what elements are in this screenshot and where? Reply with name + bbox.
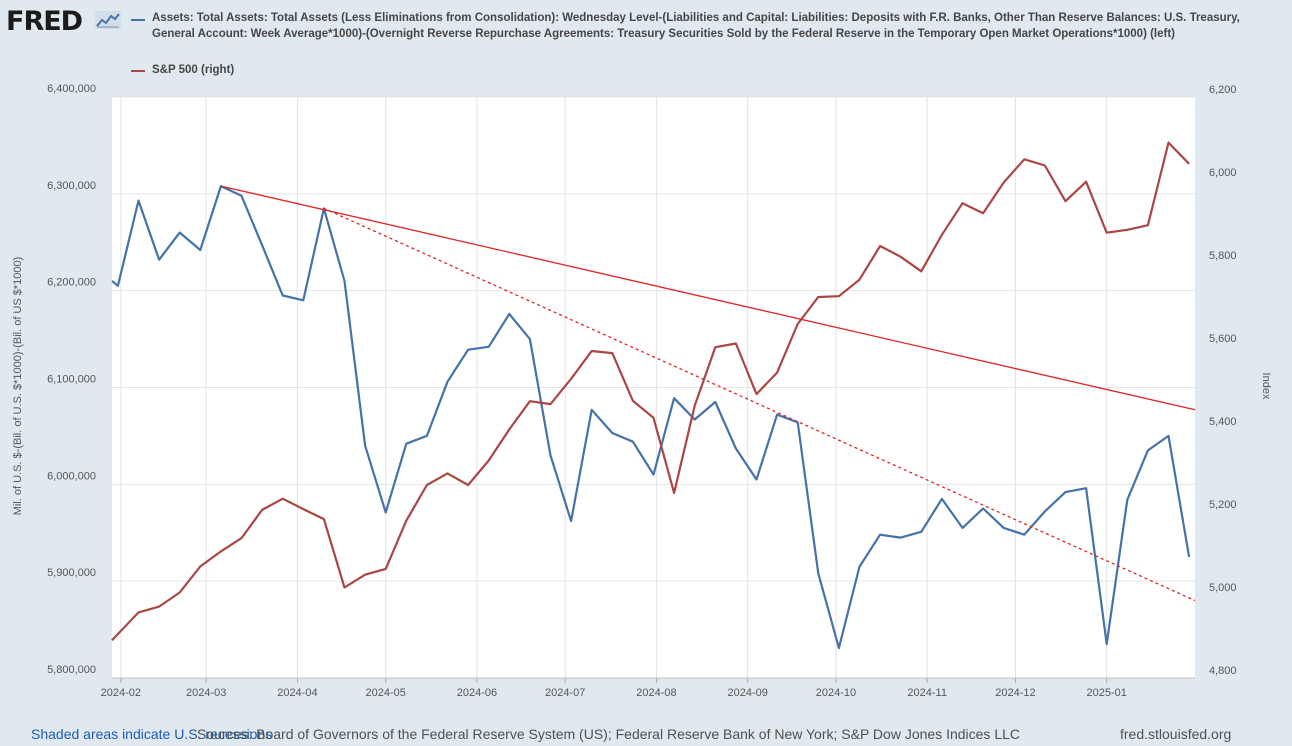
right-tick-label: 6,200 — [1209, 84, 1237, 96]
gridlines — [112, 96, 1195, 679]
x-tick-label: 2025-01 — [1087, 687, 1127, 699]
right-tick-label: 6,000 — [1209, 167, 1237, 179]
series-layer — [111, 141, 1191, 650]
assets-series-line — [111, 185, 1191, 650]
x-axis-ticks: 2024-02 2024-03 2024-04 2024-05 2024-06 2024-… — [101, 677, 1195, 699]
x-tick-label: 2024-09 — [727, 687, 767, 699]
right-axis-ticks: 4,800 5,000 5,200 5,400 5,600 5,800 6,000 6,200 — [1209, 84, 1237, 677]
left-tick-label: 5,800,000 — [47, 664, 96, 676]
x-tick-label: 2024-05 — [366, 687, 406, 699]
x-tick-label: 2024-11 — [907, 687, 947, 699]
right-tick-label: 5,200 — [1209, 499, 1237, 511]
legend-swatch-sp500 — [131, 70, 145, 72]
legend-swatch-assets — [131, 19, 145, 21]
left-tick-label: 5,900,000 — [47, 567, 96, 579]
right-axis-label: Index — [1260, 373, 1272, 400]
left-axis-label: Mil. of U.S. $-(Bil. of U.S. $*1000)-(Bi… — [12, 257, 24, 516]
left-tick-label: 6,300,000 — [47, 180, 96, 192]
chart-header: FRED Assets: Total Assets: Total Assets … — [0, 0, 1292, 86]
fred-logo[interactable]: FRED — [6, 6, 83, 37]
right-tick-label: 5,800 — [1209, 250, 1237, 262]
fred-site-link[interactable]: fred.stlouisfed.org — [1120, 726, 1232, 742]
x-tick-label: 2024-07 — [545, 687, 585, 699]
left-tick-label: 6,200,000 — [47, 277, 96, 289]
solid-trendline — [220, 185, 1196, 411]
right-tick-label: 4,800 — [1209, 665, 1237, 677]
trendlines — [220, 185, 1196, 602]
left-tick-label: 6,400,000 — [47, 83, 96, 95]
x-tick-label: 2024-06 — [457, 687, 497, 699]
x-tick-label: 2024-10 — [816, 687, 856, 699]
x-tick-label: 2024-03 — [186, 687, 226, 699]
x-tick-label: 2024-08 — [636, 687, 676, 699]
x-tick-label: 2024-02 — [101, 687, 141, 699]
right-tick-label: 5,400 — [1209, 416, 1237, 428]
recession-note-link[interactable]: Shaded areas indicate U.S. recessions — [31, 726, 273, 742]
sp500-series-line — [111, 141, 1190, 641]
left-axis-ticks: 5,800,000 5,900,000 6,000,000 6,100,000 6,20… — [47, 83, 96, 676]
x-tick-label: 2024-12 — [995, 687, 1035, 699]
right-tick-label: 5,600 — [1209, 333, 1237, 345]
x-tick-label: 2024-04 — [277, 687, 317, 699]
left-tick-label: 6,000,000 — [47, 470, 96, 482]
legend-entry-sp500[interactable]: S&P 500 (right) — [152, 64, 235, 76]
right-tick-label: 5,000 — [1209, 582, 1237, 594]
source-note: Sources: Board of Governors of the Feder… — [197, 726, 1021, 742]
chart-line-icon — [95, 11, 121, 29]
legend-entry-assets[interactable]: Assets: Total Assets: Total Assets (Less… — [152, 12, 1240, 40]
left-tick-label: 6,100,000 — [47, 374, 96, 386]
